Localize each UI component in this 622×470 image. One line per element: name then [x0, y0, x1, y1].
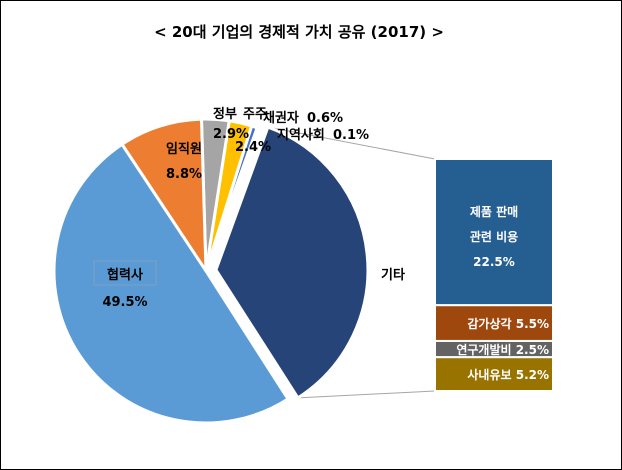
connector-top [267, 126, 436, 160]
bar-label-value-0: 22.5% [473, 255, 515, 269]
chart-title: < 20대 기업의 경제적 가치 공유 (2017) > [154, 23, 444, 41]
bar-segment-0 [434, 158, 554, 307]
pie-label-name-지역사회: 지역사회 [277, 127, 325, 143]
pie-label-name-채권자: 채권자 [263, 111, 299, 126]
pie-label-value-주주: 2.4% [235, 140, 271, 155]
pie-label-name-기타: 기타 [381, 267, 405, 283]
label-box-협력사 [93, 260, 157, 286]
bar-label-1: 감가상각 5.5% [467, 316, 549, 331]
bar-label-3: 사내유보 5.2% [467, 367, 549, 382]
pie-label-name-임직원: 임직원 [166, 141, 202, 157]
pie-label-name-정부: 정부 [213, 106, 237, 122]
pie-label-name-협력사: 협력사 [107, 267, 143, 283]
bar-label-2: 연구개발비 2.5% [456, 342, 549, 357]
pie-slice-임직원 [119, 117, 208, 277]
pie-label-name-주주: 주주 [243, 107, 267, 122]
pie-label-value-정부: 2.9% [213, 127, 249, 142]
pie-slice-기타 [214, 125, 370, 400]
pie-label-value-협력사: 49.5% [102, 295, 147, 310]
bar-label-name-0b: 관련 비용 [470, 229, 518, 244]
connector-bottom [297, 390, 436, 399]
pie-label-value-임직원: 8.8% [166, 167, 202, 182]
bar-label-name-0a: 제품 판매 [470, 204, 518, 219]
pie-label-value-채권자: 0.6% [307, 111, 343, 126]
bar-segment-3 [434, 356, 554, 392]
pie-label-value-지역사회: 0.1% [333, 128, 369, 143]
pie-slice-협력사 [52, 142, 291, 425]
